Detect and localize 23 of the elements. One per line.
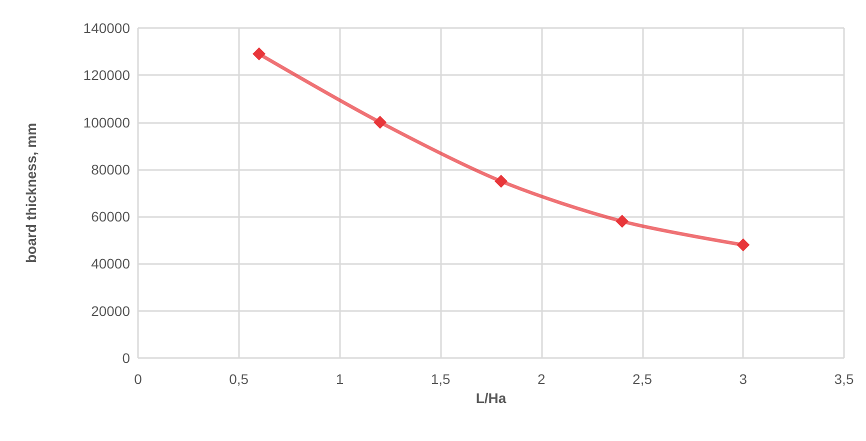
x-tick-label: 0,5 — [229, 371, 249, 387]
point — [252, 47, 266, 60]
y-axis-title: board thickness, mm — [23, 122, 39, 264]
x-tick-label: 3 — [739, 371, 748, 387]
point — [616, 214, 629, 228]
x-tick-label: 1 — [336, 371, 344, 387]
x-tick-label: 2,5 — [632, 371, 652, 387]
x-tick-label: 3,5 — [834, 371, 854, 387]
x-axis-title: L/Ha — [476, 390, 506, 406]
point — [374, 116, 387, 129]
y-tick-label: 80000 — [91, 161, 130, 178]
x-tick-label: 2 — [538, 371, 546, 387]
y-tick-label: 60000 — [91, 208, 130, 225]
y-tick-label: 100000 — [83, 114, 130, 130]
point — [736, 238, 750, 252]
y-tick-label: 140000 — [83, 20, 130, 36]
y-tick-label: 120000 — [83, 67, 130, 84]
y-tick-label: 0 — [122, 350, 130, 366]
x-tick-label: 1,5 — [430, 371, 451, 387]
y-tick-label: 40000 — [91, 256, 130, 272]
y-tick-label: 20000 — [91, 302, 130, 319]
x-tick-label: 0 — [134, 371, 142, 387]
point — [494, 174, 508, 188]
